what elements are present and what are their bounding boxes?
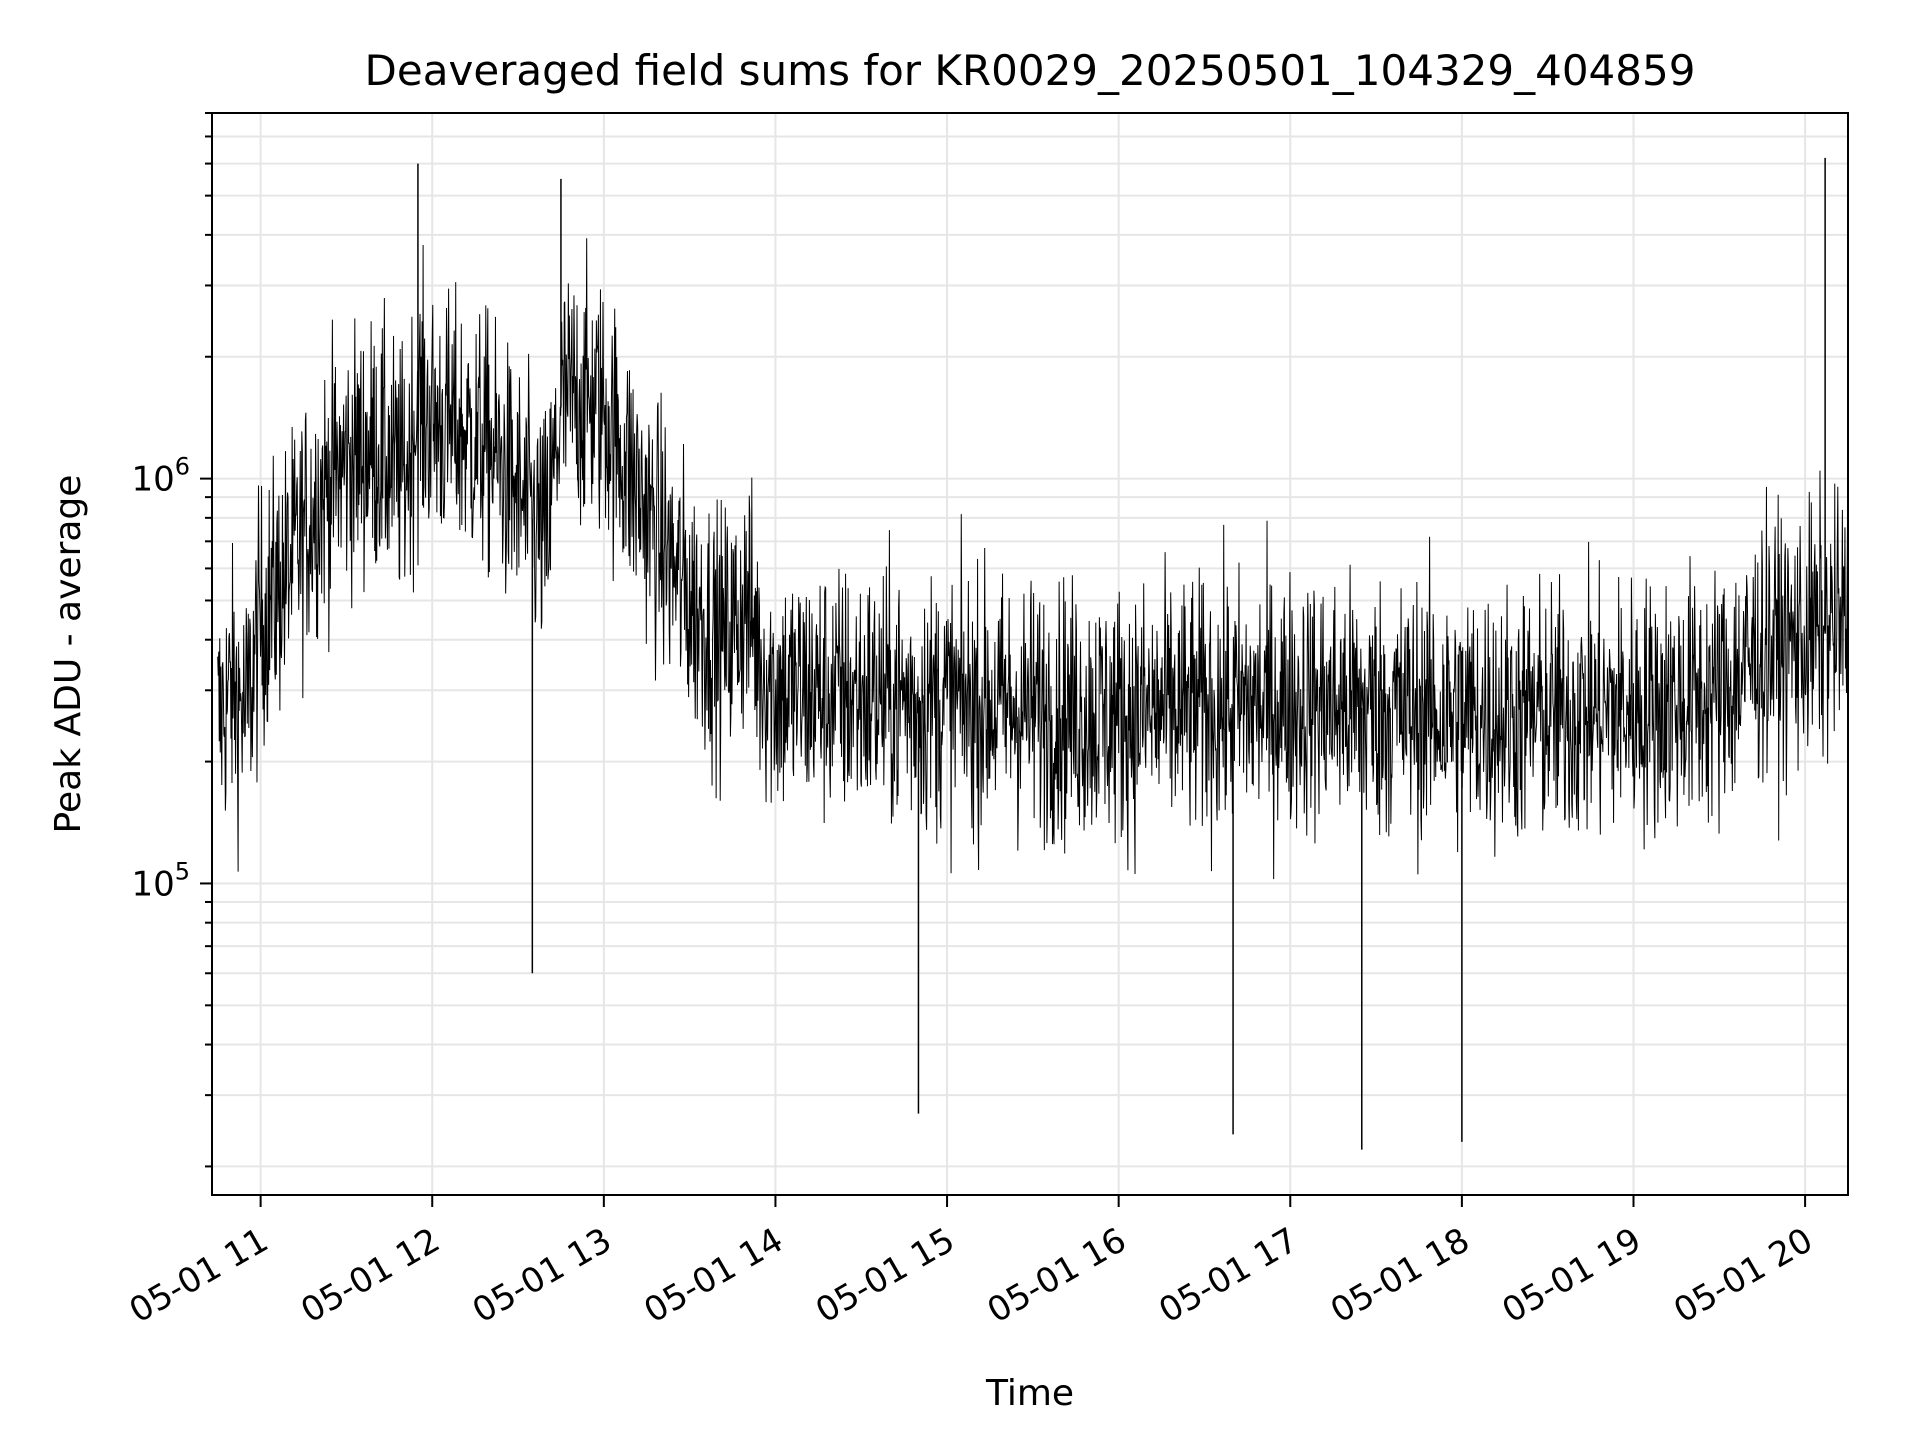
x-axis-label: Time — [985, 1373, 1074, 1414]
series-line — [217, 238, 1849, 880]
plot-frame — [211, 112, 1849, 1196]
y-tick-label: 106 — [131, 453, 190, 500]
chart-title: Deaveraged field sums for KR0029_2025050… — [365, 46, 1696, 95]
y-axis-label: Peak ADU - average — [48, 475, 89, 834]
series-layer — [217, 157, 1849, 1150]
y-tick-label: 105 — [131, 857, 190, 904]
